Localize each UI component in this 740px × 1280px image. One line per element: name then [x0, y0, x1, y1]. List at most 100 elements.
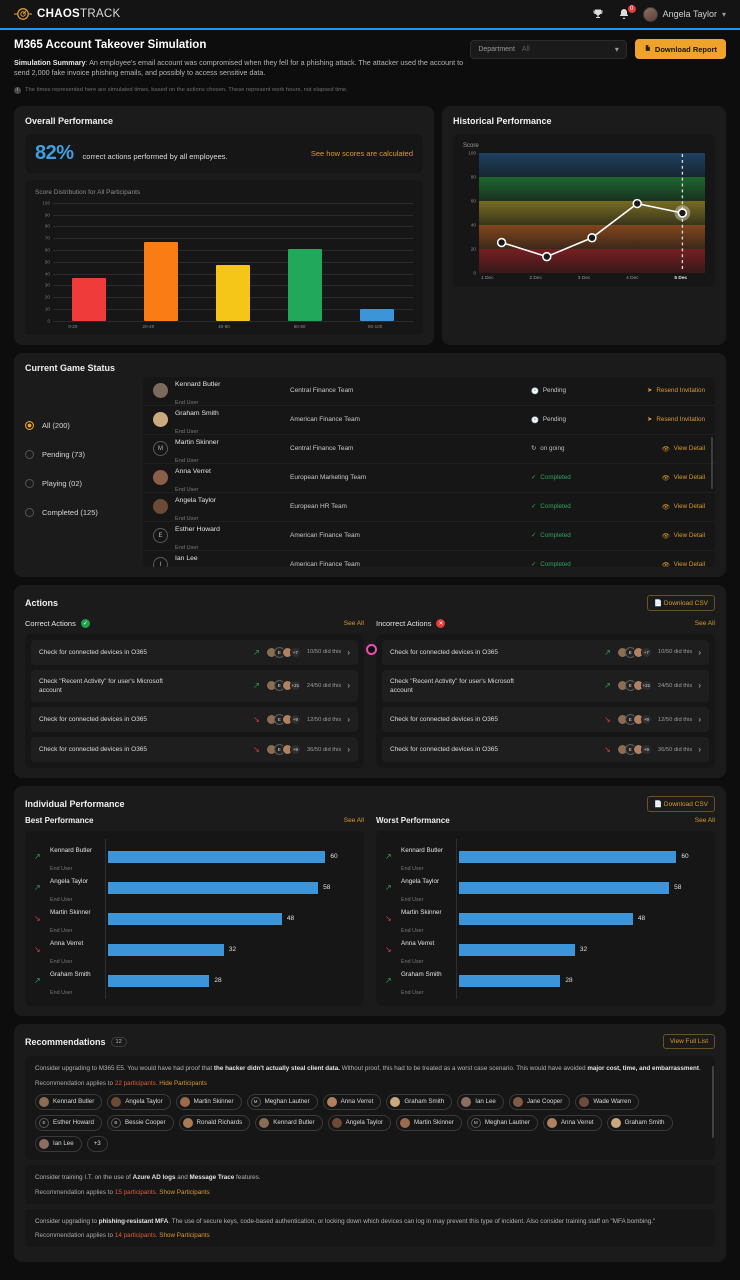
participant-chip[interactable]: Kennard Butler: [255, 1114, 323, 1131]
participant-chip[interactable]: Martin Skinner: [175, 1093, 242, 1110]
row-action-link[interactable]: 👁 View Detail: [661, 474, 705, 482]
chevron-right-icon[interactable]: ›: [698, 681, 701, 691]
participant-name: Angela Taylor: [50, 877, 89, 885]
app-logo[interactable]: CHAOSTRACK: [14, 5, 121, 23]
participant-chip[interactable]: Angela Taylor: [107, 1093, 171, 1110]
data-point[interactable]: [542, 251, 552, 262]
participant-chip[interactable]: Ian Lee: [35, 1135, 82, 1152]
bar[interactable]: [359, 309, 394, 321]
action-row[interactable]: Check "Recent Activity" for user's Micro…: [382, 669, 709, 703]
chevron-right-icon[interactable]: ›: [698, 647, 701, 657]
row-action-link[interactable]: 👁 View Detail: [661, 561, 705, 567]
action-row[interactable]: Check for connected devices in O365 ↗ E +7 1…: [31, 639, 358, 665]
x-axis-tick: 4 Dec: [626, 275, 639, 281]
bar[interactable]: [71, 278, 106, 321]
row-action-link[interactable]: ➤ Resend Invitation: [647, 387, 705, 395]
participant-chip[interactable]: Graham Smith: [386, 1093, 453, 1110]
participant-chip[interactable]: Graham Smith: [606, 1114, 673, 1131]
trophy-icon[interactable]: [591, 7, 606, 22]
chevron-right-icon[interactable]: ›: [698, 715, 701, 725]
individual-download-csv-button[interactable]: 📄 Download CSV: [647, 796, 715, 813]
bar[interactable]: [215, 265, 250, 321]
bar[interactable]: [287, 248, 322, 321]
chevron-right-icon[interactable]: ›: [347, 647, 350, 657]
row-action-link[interactable]: 👁 View Detail: [661, 532, 705, 540]
game-status-filter-1[interactable]: Pending (73): [25, 440, 143, 469]
row-action-link[interactable]: 👁 View Detail: [661, 445, 705, 453]
action-row[interactable]: Check for connected devices in O365 ↘ E +9 3…: [31, 737, 358, 763]
chip-overflow-count[interactable]: +3: [86, 1135, 108, 1152]
bell-icon[interactable]: 0: [617, 4, 636, 22]
row-action-link[interactable]: ➤ Resend Invitation: [647, 416, 705, 424]
bar[interactable]: [143, 241, 178, 321]
participant-name-cell: Anna Verret End User: [401, 931, 457, 968]
participant-role: End User: [175, 544, 199, 551]
incorrect-actions-see-all[interactable]: See All: [694, 619, 715, 627]
recommendation-applies: Recommendation applies to 15 participant…: [35, 1188, 210, 1196]
action-row[interactable]: Check for connected devices in O365 ↘ E +9 1…: [31, 707, 358, 733]
participant-chip[interactable]: B Bessie Cooper: [106, 1114, 174, 1131]
scrollbar-thumb[interactable]: [712, 1066, 714, 1139]
data-point[interactable]: [632, 198, 642, 209]
row-action-link[interactable]: 👁 View Detail: [661, 503, 705, 511]
best-performance-see-all[interactable]: See All: [343, 817, 364, 825]
avatar: [153, 412, 168, 428]
radio-icon[interactable]: [25, 449, 34, 459]
y-axis-tick: 0: [47, 318, 50, 324]
participant-chip[interactable]: E Esther Howard: [35, 1114, 102, 1131]
table-row[interactable]: Anna Verret End User European Marketing Te…: [143, 464, 715, 493]
participant-chip[interactable]: Ronald Richards: [178, 1114, 251, 1131]
participant-chip[interactable]: M Meghan Lautner: [246, 1093, 318, 1110]
participant-name: Angela Taylor: [175, 496, 217, 504]
participant-chip[interactable]: Angela Taylor: [327, 1114, 391, 1131]
participant-chip[interactable]: M Meghan Lautner: [466, 1114, 538, 1131]
game-status-filter-0[interactable]: All (200): [25, 411, 143, 440]
department-filter[interactable]: Department All ▾: [470, 39, 627, 59]
data-point[interactable]: [496, 237, 507, 248]
toggle-participants-link[interactable]: Show Participants: [159, 1232, 210, 1240]
correct-actions-see-all[interactable]: See All: [343, 619, 364, 627]
overall-performance-title: Overall Performance: [25, 115, 114, 126]
action-row[interactable]: Check for connected devices in O365 ↘ E +9 3…: [382, 737, 709, 763]
participant-chip[interactable]: Anna Verret: [542, 1114, 602, 1131]
table-row[interactable]: Angela Taylor End User European HR Team ✓ Co…: [143, 493, 715, 522]
worst-performance-see-all[interactable]: See All: [694, 817, 715, 825]
action-row[interactable]: Check "Recent Activity" for user's Micro…: [31, 669, 358, 703]
see-how-scores-calculated-link[interactable]: See how scores are calculated: [310, 148, 413, 158]
view-full-list-button[interactable]: View Full List: [662, 1034, 715, 1050]
action-row[interactable]: Check for connected devices in O365 ↗ E +7 1…: [382, 639, 709, 665]
participant-chip[interactable]: Kennard Butler: [35, 1093, 103, 1110]
table-row[interactable]: E Esther Howard End User American Finance T…: [143, 522, 715, 551]
chevron-right-icon[interactable]: ›: [347, 715, 350, 725]
participant-chip[interactable]: Wade Warren: [575, 1093, 640, 1110]
radio-icon[interactable]: [25, 478, 34, 488]
action-row[interactable]: Check for connected devices in O365 ↘ E +9 1…: [382, 707, 709, 733]
data-point[interactable]: [587, 232, 597, 243]
table-row[interactable]: Graham Smith End User American Finance Tea…: [143, 406, 715, 435]
data-point[interactable]: [677, 208, 688, 218]
toggle-participants-link[interactable]: Show Participants: [159, 1188, 210, 1196]
participant-chip[interactable]: Anna Verret: [322, 1093, 382, 1110]
game-status-list[interactable]: Kennard Butler End User Central Finance Te…: [143, 376, 715, 567]
participant-chip[interactable]: Ian Lee: [457, 1093, 504, 1110]
game-status-filter-3[interactable]: Completed (125): [25, 498, 143, 527]
actions-download-csv-button[interactable]: 📄 Download CSV: [647, 594, 715, 611]
user-menu[interactable]: Angela Taylor ▾: [642, 6, 726, 22]
scrollbar-thumb[interactable]: [711, 436, 713, 489]
radio-icon[interactable]: [25, 420, 34, 430]
participant-chip[interactable]: Jane Cooper: [508, 1093, 571, 1110]
table-row[interactable]: M Martin Skinner End User Central Finance T…: [143, 435, 715, 464]
participant-chip[interactable]: Martin Skinner: [395, 1114, 462, 1131]
user-name: Angela Taylor: [662, 9, 717, 19]
chevron-right-icon[interactable]: ›: [347, 745, 350, 755]
table-row[interactable]: Kennard Butler End User Central Finance Te…: [143, 377, 715, 406]
performance-row: ↗ Kennard Butler End User 60: [34, 838, 355, 875]
recommendations-list[interactable]: Consider upgrading to M365 E5. You would…: [25, 1056, 715, 1252]
chevron-right-icon[interactable]: ›: [698, 745, 701, 755]
chevron-right-icon[interactable]: ›: [347, 681, 350, 691]
radio-icon[interactable]: [25, 507, 34, 517]
game-status-filter-2[interactable]: Playing (02): [25, 469, 143, 498]
toggle-participants-link[interactable]: Hide Participants: [159, 1079, 207, 1087]
download-report-button[interactable]: Download Report: [634, 39, 726, 59]
